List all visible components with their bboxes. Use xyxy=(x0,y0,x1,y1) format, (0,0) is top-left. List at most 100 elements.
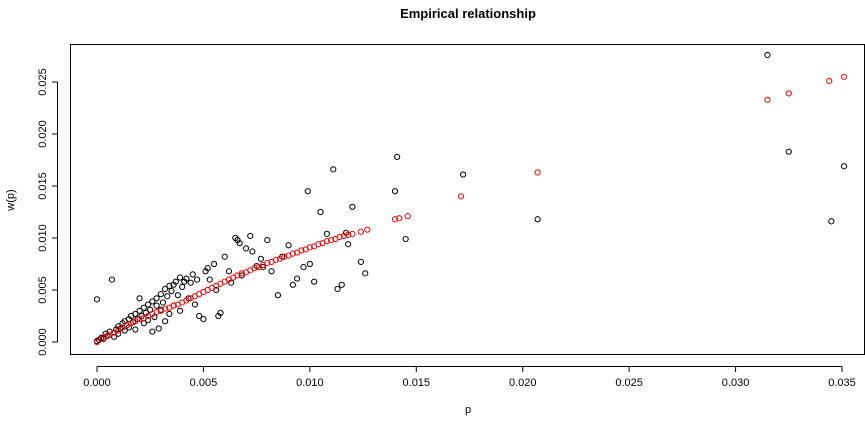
data-point xyxy=(149,328,156,335)
data-point xyxy=(168,287,175,295)
x-axis-label: p xyxy=(465,404,471,416)
data-point xyxy=(281,253,288,260)
data-point xyxy=(338,281,345,288)
x-axis: 0.000 0.005 0.010 0.015 0.020 0.025 0.030 0.035 xyxy=(83,366,856,389)
data-point xyxy=(196,312,203,320)
data-point xyxy=(764,51,771,59)
plot-frame xyxy=(70,44,865,355)
data-point xyxy=(136,307,143,314)
data-point xyxy=(115,330,122,337)
data-point xyxy=(155,325,162,332)
data-point xyxy=(402,235,409,243)
data-point xyxy=(210,260,218,268)
data-point xyxy=(191,301,199,308)
data-point xyxy=(157,291,164,298)
data-point xyxy=(183,275,190,282)
data-point xyxy=(268,268,275,275)
data-point xyxy=(317,208,324,216)
data-point xyxy=(189,271,196,278)
y-axis: 0.000 0.005 0.010 0.015 0.020 0.025 xyxy=(37,68,58,356)
data-point xyxy=(108,276,116,283)
data-point xyxy=(264,259,271,267)
y-tick-label: 0.025 xyxy=(37,68,49,96)
data-point xyxy=(247,232,254,240)
data-point xyxy=(217,309,224,316)
series-0 xyxy=(93,51,848,345)
data-point xyxy=(764,96,771,103)
data-point xyxy=(323,238,330,245)
data-point xyxy=(345,241,352,248)
data-point xyxy=(162,318,169,325)
data-point xyxy=(206,276,213,283)
data-point xyxy=(106,328,113,335)
data-point xyxy=(785,148,792,155)
series-1 xyxy=(93,73,848,346)
data-point xyxy=(364,226,371,233)
data-point xyxy=(204,265,211,272)
data-point xyxy=(162,285,169,293)
x-tick-label: 0.000 xyxy=(83,377,111,389)
x-tick-label: 0.030 xyxy=(722,377,750,389)
y-tick-label: 0.020 xyxy=(37,120,49,148)
x-tick-label: 0.035 xyxy=(828,377,856,389)
data-point xyxy=(140,304,147,311)
data-point xyxy=(144,301,152,308)
data-point xyxy=(357,228,365,235)
data-point xyxy=(132,310,139,318)
data-point xyxy=(826,77,833,85)
data-point xyxy=(394,153,401,160)
x-tick-label: 0.025 xyxy=(615,377,643,389)
data-point xyxy=(236,240,243,247)
data-point xyxy=(170,302,177,309)
data-point xyxy=(534,216,541,223)
data-point xyxy=(164,293,171,300)
data-point xyxy=(336,233,343,241)
y-tick-label: 0.015 xyxy=(37,172,49,200)
y-tick-label: 0.005 xyxy=(37,276,49,304)
data-point xyxy=(345,231,352,238)
data-point xyxy=(174,292,181,299)
data-point xyxy=(242,245,250,252)
data-point xyxy=(460,171,467,178)
data-point xyxy=(166,310,173,318)
data-point xyxy=(349,203,356,210)
y-tick-label: 0.000 xyxy=(37,328,49,356)
data-point xyxy=(272,256,279,263)
data-point xyxy=(391,188,399,195)
data-point xyxy=(179,283,186,290)
chart-title: Empirical relationship xyxy=(400,6,536,21)
data-point xyxy=(159,299,167,306)
data-point xyxy=(841,73,848,80)
data-point xyxy=(251,265,258,272)
data-point xyxy=(115,327,122,334)
data-point xyxy=(153,302,160,309)
data-point xyxy=(238,272,245,279)
data-point xyxy=(149,298,156,305)
data-point xyxy=(153,308,160,315)
data-point xyxy=(259,264,267,271)
data-point xyxy=(298,247,305,254)
x-tick-label: 0.010 xyxy=(296,377,324,389)
data-point xyxy=(257,255,264,262)
x-tick-label: 0.020 xyxy=(509,377,537,389)
data-point xyxy=(187,279,194,286)
data-point xyxy=(289,281,296,288)
data-point xyxy=(306,244,313,251)
x-tick-label: 0.015 xyxy=(403,377,431,389)
data-point xyxy=(166,282,173,289)
data-point xyxy=(340,232,348,240)
data-point xyxy=(221,253,228,260)
data-point xyxy=(362,270,369,277)
data-point xyxy=(136,295,143,302)
data-points xyxy=(93,51,848,346)
data-point xyxy=(93,338,101,346)
data-point xyxy=(311,278,318,285)
data-point xyxy=(841,163,848,170)
data-point xyxy=(293,275,301,282)
data-point xyxy=(93,296,101,303)
data-point xyxy=(225,268,233,275)
data-point xyxy=(404,213,411,220)
data-point xyxy=(162,305,169,312)
data-point xyxy=(304,188,311,195)
data-point xyxy=(132,326,139,333)
